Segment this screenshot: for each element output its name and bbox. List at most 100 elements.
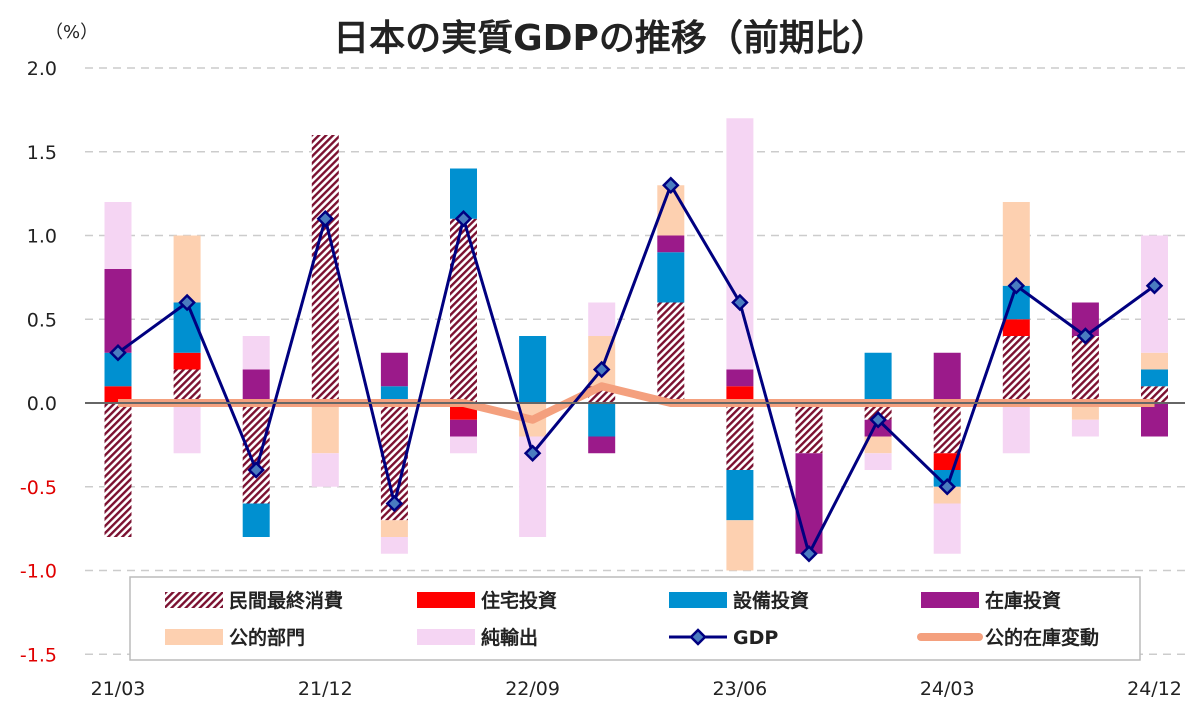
legend-label: 公的在庫変動 (985, 626, 1099, 649)
bar-segment (1071, 419, 1099, 437)
legend-marker (689, 628, 707, 646)
legend-label: 設備投資 (733, 589, 809, 612)
bar-segment (1141, 403, 1168, 437)
legend-swatch (417, 592, 475, 608)
x-tick-label: 21/03 (91, 678, 146, 700)
bar-segment (450, 436, 477, 454)
legend-label: 民間最終消費 (229, 589, 343, 612)
gdp-point (316, 209, 335, 228)
x-tick-label: 24/12 (1127, 678, 1182, 700)
y-axis-unit: （%） (45, 22, 98, 43)
bar-segment (864, 453, 892, 470)
legend-label: 公的部門 (229, 626, 305, 649)
bar-segment (1071, 336, 1099, 403)
y-tick-label: -1.5 (20, 644, 57, 666)
bar-segment (933, 403, 961, 454)
y-tick-label: 1.5 (27, 142, 57, 164)
legend-swatch (165, 592, 223, 608)
bar-segment (1141, 369, 1168, 387)
bar-segment (657, 235, 685, 253)
y-tick-label: 0.0 (27, 393, 57, 415)
bar-segment (380, 386, 408, 403)
x-tick-label: 22/09 (505, 678, 560, 700)
gdp-point (385, 494, 404, 513)
y-tick-label: 2.0 (27, 58, 57, 80)
bar-segment (726, 403, 754, 470)
bar-segment (1002, 319, 1030, 336)
bar-segment (519, 336, 547, 403)
bar-segment (657, 302, 685, 403)
bar-segment (933, 352, 961, 403)
bar-segment (450, 419, 477, 437)
bar-segment (311, 403, 339, 454)
bar-segment (380, 520, 408, 537)
bar-segment (726, 369, 754, 387)
gdp-point (1007, 276, 1026, 295)
bar-segment (795, 403, 823, 454)
bar-segment (104, 202, 132, 269)
bar-segment (1002, 202, 1030, 286)
gdp-point (178, 293, 196, 312)
legend-label: 純輸出 (481, 626, 538, 649)
bar-segment (726, 118, 754, 370)
bar-segment (242, 503, 270, 537)
bar-segment (588, 302, 616, 336)
x-tick-label: 23/06 (713, 678, 768, 700)
bar-segment (726, 386, 754, 403)
legend-swatch (417, 629, 475, 645)
bar-segment (242, 336, 270, 370)
bar-segment (173, 235, 201, 303)
gdp-line (117, 181, 1156, 558)
gdp-point (731, 293, 749, 312)
gdp-point (109, 343, 127, 362)
bar-segment (380, 537, 408, 554)
gdp-point (454, 209, 473, 228)
bar-segment (1002, 336, 1030, 403)
x-tick-label: 24/03 (920, 678, 975, 700)
bar-segment (311, 135, 339, 403)
legend-label: GDP (733, 627, 778, 649)
bar-segment (588, 436, 616, 454)
gdp-point (938, 477, 956, 496)
bar-segment (242, 403, 270, 504)
bar-segment (588, 403, 616, 437)
bar-segment (1141, 352, 1168, 370)
bar-segment (726, 470, 754, 521)
bar-segment (1002, 403, 1030, 454)
y-tick-label: -1.0 (20, 561, 57, 583)
bar-segment (311, 453, 339, 487)
gdp-point (592, 360, 611, 379)
legend-swatch (669, 592, 727, 608)
bar-segment (104, 269, 132, 353)
chart-title: 日本の実質GDPの推移（前期比） (333, 18, 887, 59)
gdp-point (662, 176, 680, 195)
legend-label: 在庫投資 (985, 589, 1061, 612)
gdp-point (523, 444, 542, 463)
x-tick-label: 21/12 (298, 678, 353, 700)
gdp-point (247, 461, 265, 479)
gdp-point (1145, 276, 1164, 295)
bar-segment (380, 352, 408, 387)
legend-swatch (921, 592, 979, 608)
legend-label: 住宅投資 (481, 589, 557, 612)
legend-swatch (165, 629, 223, 645)
bar-segment (173, 369, 201, 403)
bar-segment (1141, 386, 1168, 403)
bar-segment (657, 252, 685, 303)
bar-segment (864, 436, 892, 454)
gdp-point (800, 544, 818, 563)
bar-segment (173, 403, 201, 454)
bar-segment (1071, 403, 1099, 420)
bar-segment (726, 520, 754, 571)
legend-box (129, 576, 1141, 661)
bar-segment (864, 352, 892, 403)
gdp-point (1076, 327, 1095, 345)
y-tick-label: 0.5 (27, 309, 57, 331)
bar-segment (933, 503, 961, 554)
gdp-point (869, 410, 887, 429)
y-tick-label: 1.0 (27, 226, 57, 248)
y-tick-label: -0.5 (20, 477, 57, 499)
bar-segment (104, 403, 132, 537)
